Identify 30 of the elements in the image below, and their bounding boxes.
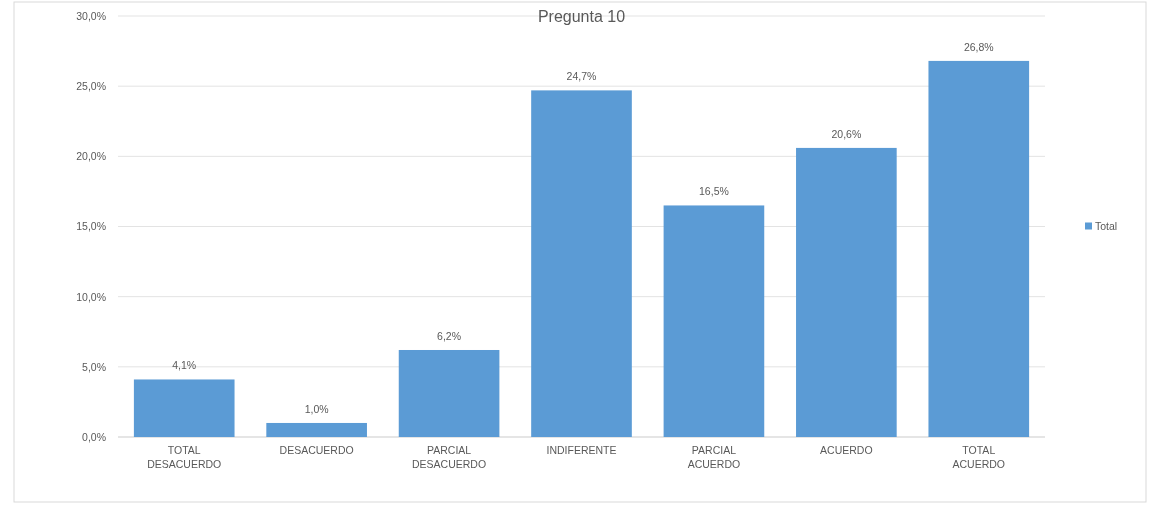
x-tick-label: PARCIAL DESACUERDO (412, 444, 487, 471)
bar (398, 349, 500, 437)
x-tick-label: INDIFERENTE (546, 444, 617, 457)
chart-title: Pregunta 10 (537, 8, 626, 25)
bar (796, 147, 897, 437)
x-tick-label: TOTAL DESACUERDO (147, 444, 222, 471)
y-tick-label: 10,0% (76, 290, 106, 303)
y-tick-label: 5,0% (82, 360, 106, 373)
bar (531, 90, 632, 437)
y-tick-label: 25,0% (76, 80, 106, 93)
y-tick-label: 30,0% (76, 9, 106, 22)
data-label: 16,5% (699, 185, 729, 198)
data-label: 4,1% (172, 359, 197, 372)
bar (266, 422, 367, 437)
bar (663, 205, 765, 437)
y-tick-label: 0,0% (82, 430, 106, 443)
data-label: 1,0% (304, 402, 329, 415)
data-label: 20,6% (831, 127, 862, 140)
x-tick-label: DESACUERDO (279, 444, 354, 457)
x-tick-label: PARCIAL ACUERDO (687, 444, 741, 471)
y-tick-label: 20,0% (76, 150, 106, 163)
bar (133, 379, 235, 437)
data-label: 24,7% (566, 70, 597, 83)
bar (928, 60, 1030, 437)
data-label: 26,8% (963, 40, 994, 53)
legend-label: Total (1095, 220, 1118, 232)
x-tick-label: TOTAL ACUERDO (952, 444, 1006, 471)
x-tick-label: ACUERDO (820, 444, 873, 457)
y-tick-label: 15,0% (76, 220, 106, 233)
data-label: 6,2% (437, 329, 462, 342)
